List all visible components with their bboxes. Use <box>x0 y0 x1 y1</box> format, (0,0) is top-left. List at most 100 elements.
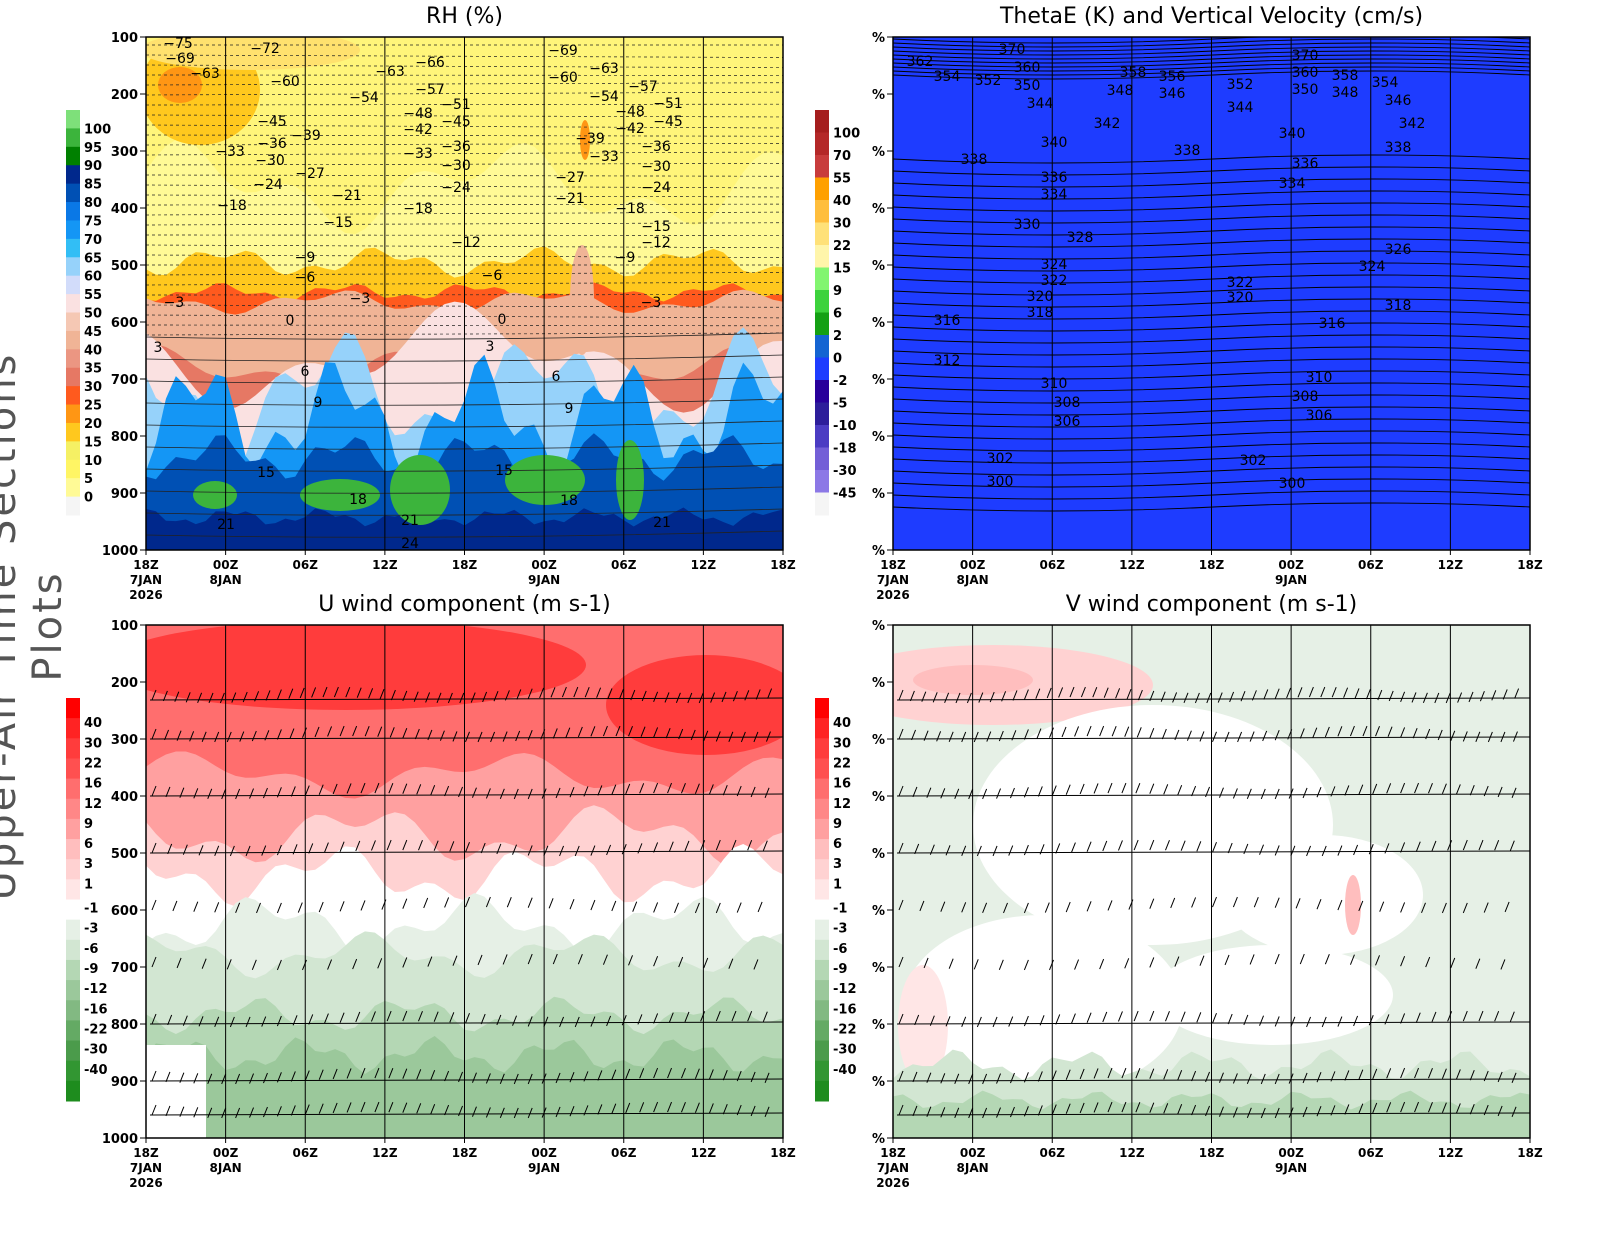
wind-barb <box>418 1011 423 1022</box>
contour-label: −24 <box>253 177 283 193</box>
wind-barb <box>1102 1011 1108 1023</box>
wind-barb <box>681 1068 686 1079</box>
contour-label: 306 <box>1054 414 1081 430</box>
wind-barb <box>1008 1016 1014 1027</box>
y-tick-label: % <box>872 373 885 388</box>
wind-barb <box>1136 727 1142 738</box>
wind-barb <box>1500 959 1506 970</box>
wind-barb <box>1111 726 1117 737</box>
colorbar-label: 9 <box>833 284 842 299</box>
wind-barb <box>561 686 567 698</box>
colorbar-swatch <box>815 798 829 820</box>
colorbar-swatch <box>66 202 80 221</box>
wind-barb <box>452 955 458 966</box>
wind-barb <box>314 726 320 738</box>
wind-barb <box>402 1102 408 1113</box>
wind-barb <box>1400 1013 1406 1024</box>
colorbar-label: -6 <box>833 942 847 957</box>
y-tick-label: % <box>872 847 885 862</box>
wind-barb <box>388 1068 394 1079</box>
wind-barb <box>1509 840 1515 851</box>
wind-barb <box>668 1012 674 1023</box>
contour-label: 352 <box>975 73 1002 89</box>
x-tick-label: 18Z <box>133 558 159 572</box>
wind-barb <box>1316 898 1322 910</box>
x-tick-label: 06Z <box>1040 558 1066 572</box>
colorbar-label: -40 <box>84 1063 108 1078</box>
colorbar-swatch <box>66 1020 80 1042</box>
wind-barb <box>261 1016 267 1027</box>
wind-barb <box>430 784 436 796</box>
wind-barb <box>245 1016 251 1028</box>
wind-barb <box>477 954 483 966</box>
wind-barb <box>1012 690 1018 701</box>
wind-barb <box>1344 1070 1350 1081</box>
x-date-label: 7JAN <box>877 1161 909 1175</box>
wind-barb <box>290 786 296 797</box>
contour-label: 354 <box>934 69 961 85</box>
wind-barb <box>898 728 904 740</box>
x-tick-label: 06Z <box>1358 558 1384 572</box>
colorbar-swatch <box>66 257 80 277</box>
wind-barb <box>151 728 157 740</box>
contour-label: −36 <box>641 139 671 155</box>
wind-barb <box>641 690 647 702</box>
wind-barb <box>667 782 672 794</box>
wind-barb <box>1468 691 1474 703</box>
wind-barb <box>762 1011 768 1022</box>
wind-barb <box>1227 842 1233 854</box>
wind-barb <box>308 843 314 854</box>
wind-barb <box>615 725 621 737</box>
wind-barb <box>639 1068 645 1079</box>
y-tick-label: 800 <box>111 430 138 445</box>
wind-barb <box>452 731 458 742</box>
wind-barb <box>944 692 950 703</box>
wind-barb <box>1344 1104 1350 1115</box>
wind-barb <box>427 956 433 967</box>
wind-barb <box>1437 729 1443 741</box>
wind-barb <box>1049 727 1054 738</box>
wind-barb <box>1191 1104 1197 1116</box>
wind-barb <box>360 1067 366 1079</box>
y-tick-label: 400 <box>111 790 138 805</box>
wind-barb <box>700 1011 706 1022</box>
wind-barb <box>1441 783 1447 794</box>
x-date-label: 9JAN <box>1275 1161 1307 1175</box>
wind-barb <box>1343 687 1349 698</box>
y-tick-label: % <box>872 619 885 634</box>
contour-label: 352 <box>1227 77 1254 93</box>
wind-barb <box>1246 788 1252 799</box>
contour-label: 346 <box>1159 86 1186 102</box>
contour-label: 342 <box>1399 116 1426 132</box>
wind-barb <box>989 691 995 703</box>
contour-label: −54 <box>589 89 619 105</box>
wind-barb <box>346 783 352 794</box>
contour-label: 3 <box>486 339 495 355</box>
wind-barb <box>1219 787 1224 798</box>
wind-barb <box>548 898 554 909</box>
wind-barb <box>1023 729 1029 740</box>
wind-barb <box>1372 1068 1378 1080</box>
wind-barb <box>1450 730 1456 741</box>
wind-barb <box>559 1016 565 1028</box>
colorbar-swatch <box>815 698 829 719</box>
contour-label: −15 <box>641 219 671 235</box>
wind-barb <box>618 689 624 700</box>
wind-barb <box>653 955 659 967</box>
wind-barb <box>506 897 512 908</box>
wind-barb <box>966 692 972 704</box>
wind-barb <box>1514 688 1520 699</box>
contour-label: −63 <box>589 61 619 77</box>
wind-barb <box>898 1104 904 1116</box>
wind-barb <box>611 900 617 912</box>
colorbar-label: 55 <box>84 288 102 303</box>
colorbar-swatch <box>815 222 829 246</box>
y-tick-label: 300 <box>111 733 138 748</box>
wind-barb <box>1491 690 1497 701</box>
wind-barb <box>1400 955 1406 967</box>
contour-fill <box>390 455 450 525</box>
x-date-label: 2026 <box>876 588 909 602</box>
wind-barb <box>323 1013 329 1024</box>
wind-barb <box>276 844 282 856</box>
wind-barb <box>569 1072 575 1083</box>
